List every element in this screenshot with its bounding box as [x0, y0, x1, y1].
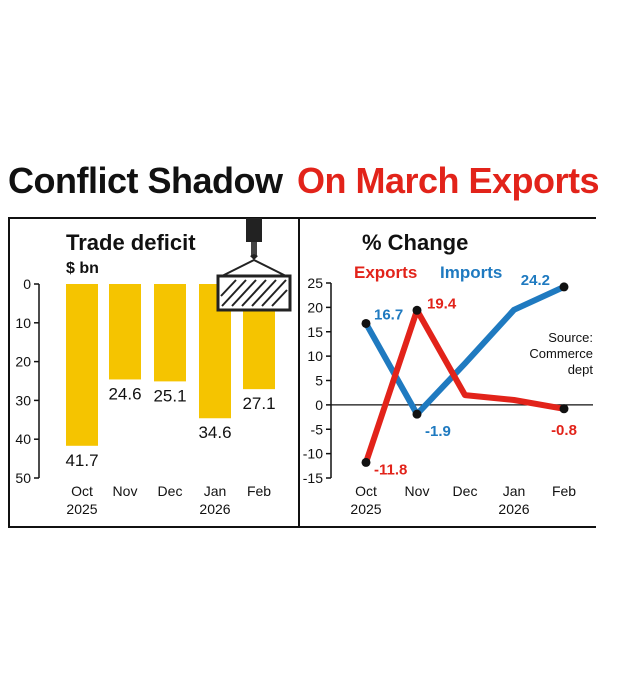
change-line-exports — [363, 307, 567, 466]
crane-container-icon — [216, 218, 292, 312]
change-tick-label: -15 — [303, 470, 323, 486]
deficit-x-label: 2025 — [66, 501, 97, 517]
change-data-label-imports: 24.2 — [521, 272, 550, 289]
change-data-label-imports: -1.9 — [425, 423, 451, 440]
source-line-1: Source: — [548, 330, 593, 345]
deficit-unit: $ bn — [66, 260, 99, 277]
change-tick-label: 10 — [307, 348, 323, 364]
deficit-tick-label: 50 — [15, 470, 31, 486]
deficit-x-label: Oct — [71, 483, 93, 499]
deficit-tick-label: 10 — [15, 315, 31, 331]
deficit-x-label: Nov — [113, 483, 138, 499]
change-tick-label: -5 — [311, 421, 324, 437]
deficit-tick-label: 0 — [23, 276, 31, 292]
change-x-label: Feb — [552, 483, 576, 499]
deficit-tick-label: 20 — [15, 354, 31, 370]
change-data-label-exports: -11.8 — [374, 461, 407, 478]
deficit-bar — [109, 284, 141, 380]
change-point-exports — [412, 305, 422, 315]
bottom-rule — [8, 526, 596, 528]
change-point-imports — [361, 318, 371, 328]
change-point-exports — [559, 404, 569, 414]
legend-imports: Imports — [440, 263, 502, 282]
change-tick-label: 0 — [315, 397, 323, 413]
deficit-value-label: 25.1 — [153, 386, 186, 405]
headline: Conflict Shadow On March Exports — [0, 160, 635, 218]
change-x-label: Jan — [503, 483, 526, 499]
deficit-tick-label: 30 — [15, 392, 31, 408]
change-tick-label: -10 — [303, 446, 323, 462]
deficit-bars: 41.7 24.6 25.1 34.6 27.1 — [65, 284, 276, 470]
deficit-value-label: 41.7 — [65, 451, 98, 470]
deficit-x-label: Jan — [204, 483, 227, 499]
legend-exports: Exports — [354, 263, 417, 282]
change-data-label-exports: -0.8 — [551, 422, 577, 439]
left-border — [8, 217, 10, 528]
change-point-exports — [361, 457, 371, 467]
source-line-2: Commerce — [529, 346, 593, 361]
deficit-x-label: Dec — [158, 483, 183, 499]
change-x-label: Nov — [405, 483, 430, 499]
change-x-label: Dec — [453, 483, 478, 499]
deficit-tick-label: 40 — [15, 431, 31, 447]
headline-black: Conflict Shadow — [8, 160, 283, 201]
deficit-y-axis: 0 10 20 30 40 50 — [15, 276, 40, 486]
change-lines: -11.8 19.4 -0.8 16.7 -1.9 24.2 — [361, 272, 577, 478]
deficit-value-label: 24.6 — [108, 384, 141, 403]
change-x-label: 2025 — [350, 501, 381, 517]
deficit-value-label: 27.1 — [242, 394, 275, 413]
change-x-label: 2026 — [498, 501, 529, 517]
deficit-x-labels: Oct 2025 Nov Dec Jan 2026 Feb — [66, 483, 271, 517]
change-data-label-imports: 16.7 — [374, 306, 403, 323]
change-y-axis: 25 20 15 10 5 0 -5 -10 -15 — [303, 275, 593, 486]
top-rule — [8, 217, 596, 219]
deficit-bar — [154, 284, 186, 382]
deficit-title: Trade deficit — [66, 230, 196, 255]
headline-red: On March Exports — [297, 160, 600, 201]
deficit-bar — [66, 284, 98, 446]
change-point-imports — [559, 282, 569, 292]
change-point-imports — [412, 409, 422, 419]
change-x-labels: Oct 2025 Nov Dec Jan 2026 Feb — [350, 483, 576, 517]
change-data-label-exports: 19.4 — [427, 295, 457, 312]
deficit-x-label: Feb — [247, 483, 271, 499]
deficit-value-label: 34.6 — [198, 423, 231, 442]
change-line-imports — [363, 283, 567, 418]
change-tick-label: 20 — [307, 299, 323, 315]
deficit-x-label: 2026 — [199, 501, 230, 517]
change-x-label: Oct — [355, 483, 377, 499]
source-line-3: dept — [568, 362, 594, 377]
change-tick-label: 5 — [315, 373, 323, 389]
change-title: % Change — [362, 230, 468, 255]
panel-divider — [298, 217, 300, 528]
change-tick-label: 15 — [307, 324, 323, 340]
change-tick-label: 25 — [307, 275, 323, 291]
